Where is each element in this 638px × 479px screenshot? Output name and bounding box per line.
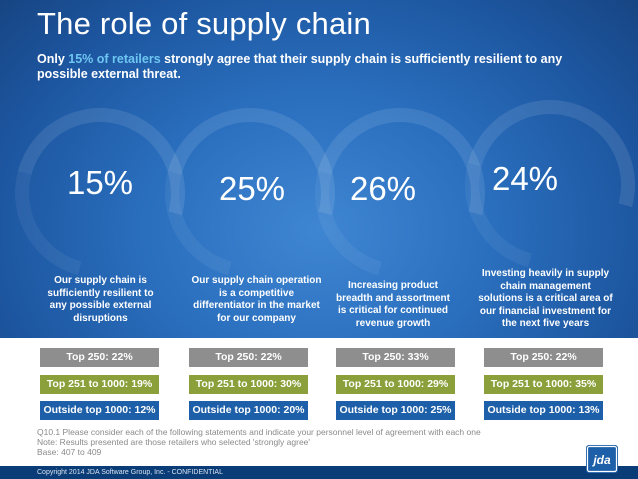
footnote-question: Q10.1 Please consider each of the follow… — [37, 427, 481, 437]
stat-value-1: 15% — [66, 164, 134, 201]
stat-description-3: Increasing product breadth and assortmen… — [336, 280, 450, 329]
footer-bar — [0, 466, 638, 479]
stat-description-1: Our supply chain is sufficiently resilie… — [47, 275, 154, 324]
outside-1000-badge-4: Outside top 1000: 13% — [484, 401, 603, 420]
subtitle-suffix: strongly agree that their supply chain i… — [37, 52, 563, 81]
outside-1000-badge-3: Outside top 1000: 25% — [336, 401, 455, 420]
stat-value-3: 26% — [349, 170, 417, 207]
top-250-badge-1: Top 250: 22% — [40, 348, 159, 367]
outside-1000-badge-2: Outside top 1000: 20% — [189, 401, 308, 420]
page-title: The role of supply chain — [37, 6, 371, 41]
top-250-badge-2: Top 250: 22% — [189, 348, 308, 367]
footnote-note: Note: Results presented are those retail… — [37, 437, 311, 447]
top-250-badge-4: Top 250: 22% — [484, 348, 603, 367]
outside-1000-badge-1: Outside top 1000: 12% — [40, 401, 159, 420]
copyright-text: Copyright 2014 JDA Software Group, Inc. … — [37, 469, 223, 476]
page-subtitle: Only 15% of retailers strongly agree tha… — [37, 52, 597, 82]
stat-value-4: 24% — [491, 160, 559, 197]
subtitle-prefix: Only — [37, 52, 69, 66]
top-250-badge-3: Top 250: 33% — [336, 348, 455, 367]
top-251-1000-badge-1: Top 251 to 1000: 19% — [40, 375, 159, 394]
stat-value-2: 25% — [218, 170, 286, 207]
subtitle-highlight: 15% of retailers — [68, 52, 161, 66]
stat-description-4: Investing heavily in supply chain manage… — [478, 268, 613, 329]
footnote: Q10.1 Please consider each of the follow… — [37, 427, 481, 457]
top-251-1000-badge-4: Top 251 to 1000: 35% — [484, 375, 603, 394]
top-251-1000-badge-2: Top 251 to 1000: 30% — [189, 375, 308, 394]
svg-text:jda: jda — [591, 453, 611, 467]
top-251-1000-badge-3: Top 251 to 1000: 29% — [336, 375, 455, 394]
footnote-base: Base: 407 to 409 — [37, 447, 102, 457]
jda-logo-icon: jda — [586, 445, 618, 473]
stat-description-2: Our supply chain operation is a competit… — [191, 275, 322, 324]
